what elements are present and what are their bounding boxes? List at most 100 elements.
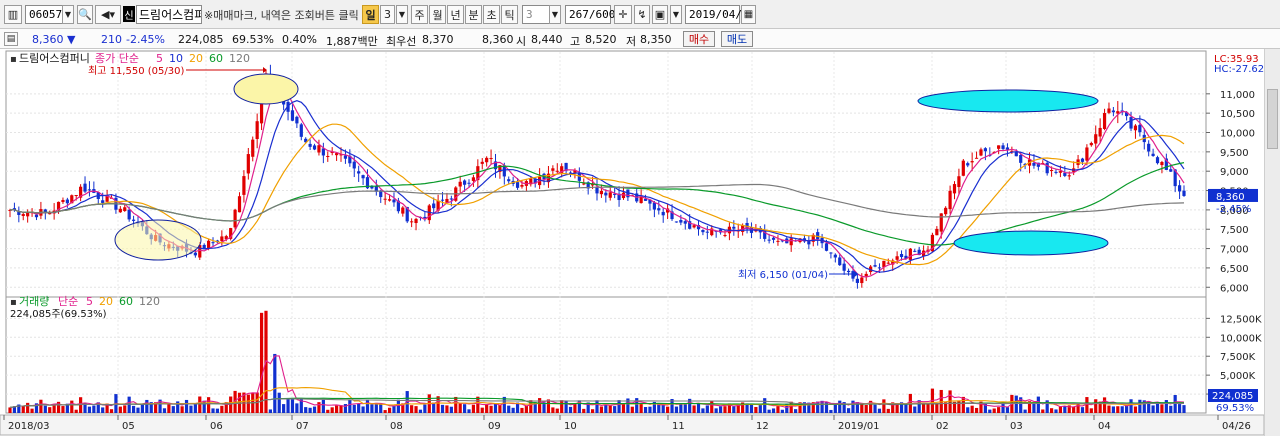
volume-bar bbox=[1005, 407, 1010, 413]
candle-body bbox=[763, 229, 767, 239]
candle-body bbox=[696, 225, 701, 230]
candle-body bbox=[666, 208, 670, 213]
volume-bar bbox=[948, 390, 952, 413]
layout-icon[interactable]: ▥ bbox=[4, 5, 22, 24]
volume-bar bbox=[1085, 397, 1089, 413]
calendar-icon[interactable]: ▦ bbox=[741, 5, 756, 24]
period-year-button[interactable]: 년 bbox=[447, 5, 464, 24]
candle-body bbox=[379, 190, 383, 198]
candle-body bbox=[670, 211, 674, 220]
volume-bar bbox=[1072, 406, 1076, 413]
period-minute-button[interactable]: 분 bbox=[465, 5, 482, 24]
time-axis-label: 2019/01 bbox=[838, 421, 880, 432]
stock-chart[interactable]: 11,00010,50010,0009,5009,0008,5008,0007,… bbox=[0, 49, 1280, 436]
volume-bar bbox=[807, 402, 811, 413]
volume-bar bbox=[882, 399, 886, 413]
period-second-button[interactable]: 초 bbox=[483, 5, 500, 24]
volume-bar bbox=[1107, 405, 1111, 413]
volume-bar bbox=[802, 402, 807, 413]
candle-body bbox=[211, 242, 215, 244]
candle-body bbox=[321, 148, 325, 156]
period-multiplier[interactable]: 3 bbox=[380, 5, 395, 24]
code-dropdown-icon[interactable]: ▼ bbox=[62, 5, 74, 24]
volume-bar bbox=[595, 400, 599, 413]
ma-line-20 bbox=[9, 123, 1185, 266]
crosshair-icon[interactable]: ✛ bbox=[614, 5, 632, 24]
volume-bar bbox=[1116, 406, 1120, 413]
speaker-icon[interactable]: ◀▾ bbox=[95, 5, 121, 24]
volume-bar bbox=[652, 401, 656, 413]
volume-bar bbox=[65, 403, 69, 413]
date-input[interactable]: 2019/04/26 bbox=[685, 5, 755, 24]
stock-code-input[interactable]: 060570 bbox=[25, 5, 69, 24]
high-label: 고 bbox=[570, 35, 581, 48]
volume-bar bbox=[1027, 401, 1032, 413]
candle-body bbox=[370, 186, 374, 189]
candle-body bbox=[979, 149, 983, 156]
period-month-button[interactable]: 월 bbox=[429, 5, 446, 24]
scrollbar-thumb[interactable] bbox=[1267, 89, 1278, 149]
vertical-scrollbar[interactable] bbox=[1264, 49, 1280, 436]
candle-body bbox=[507, 179, 511, 182]
buy-button[interactable]: 매수 bbox=[683, 31, 715, 47]
candle-body bbox=[489, 158, 493, 160]
candle-body bbox=[674, 221, 679, 223]
highlight-ellipse-top-right bbox=[917, 89, 1099, 113]
candle-body bbox=[913, 250, 917, 252]
volume-bar bbox=[1160, 404, 1164, 413]
candle-body bbox=[952, 184, 957, 194]
time-axis-label: 07 bbox=[296, 421, 309, 432]
volume-bar bbox=[1045, 400, 1049, 413]
volume-bar bbox=[988, 409, 992, 413]
last-price-pct: -2.45% bbox=[1216, 204, 1251, 215]
volume-bar bbox=[374, 402, 378, 413]
volume-bar bbox=[688, 398, 692, 413]
candle-body bbox=[824, 243, 829, 251]
quote-settings-icon[interactable]: ▤ bbox=[4, 32, 18, 46]
candle-body bbox=[639, 196, 643, 204]
candle-body bbox=[1036, 162, 1040, 167]
volume-bar bbox=[79, 397, 83, 413]
candle-body bbox=[56, 201, 61, 211]
search-icon[interactable]: 🔍 bbox=[77, 5, 93, 24]
volume-bar bbox=[335, 405, 339, 413]
period-day-button[interactable]: 일 bbox=[362, 5, 379, 24]
volume-bar bbox=[789, 401, 793, 413]
price-legend-ma-60: 60 bbox=[209, 52, 223, 65]
candle-body bbox=[829, 252, 833, 254]
candle-body bbox=[564, 162, 568, 171]
candle-body bbox=[312, 145, 317, 150]
volume-bar bbox=[1023, 409, 1027, 413]
candle-body bbox=[458, 181, 462, 187]
volume-bar bbox=[674, 406, 679, 413]
tools-dropdown-icon[interactable]: ▼ bbox=[670, 5, 682, 24]
volume-bar bbox=[1155, 403, 1160, 413]
trend-tool-icon[interactable]: ↯ bbox=[634, 5, 650, 24]
period-week-button[interactable]: 주 bbox=[411, 5, 428, 24]
price-legend-prefix: 종가 단순 bbox=[95, 52, 139, 65]
candle-body bbox=[502, 165, 506, 177]
volume-bar bbox=[524, 405, 528, 413]
candle-body bbox=[255, 121, 259, 140]
sell-button[interactable]: 매도 bbox=[721, 31, 753, 47]
multiplier-dropdown-icon[interactable]: ▼ bbox=[396, 5, 408, 24]
candle-body bbox=[771, 237, 776, 240]
volume-bar bbox=[507, 405, 511, 413]
candle-body bbox=[515, 182, 520, 188]
volume-legend-icon: ▪ bbox=[10, 297, 17, 308]
candle-body bbox=[1094, 134, 1098, 144]
candle-body bbox=[1032, 162, 1036, 166]
volume-bar bbox=[621, 403, 626, 413]
volume-bar bbox=[30, 408, 34, 413]
data-count-input[interactable]: 267/600 bbox=[565, 5, 615, 24]
candle-body bbox=[339, 154, 343, 156]
period-tick-button[interactable]: 틱 bbox=[501, 5, 518, 24]
save-icon[interactable]: ▣ bbox=[652, 5, 668, 24]
volume-bar bbox=[758, 405, 762, 413]
candle-body bbox=[246, 154, 250, 174]
volume-bar bbox=[838, 400, 842, 413]
tick-count-input[interactable]: 3 bbox=[522, 5, 550, 24]
volume-bar bbox=[718, 406, 723, 413]
tick-dropdown-icon[interactable]: ▼ bbox=[549, 5, 561, 24]
volume-bar bbox=[317, 402, 321, 413]
